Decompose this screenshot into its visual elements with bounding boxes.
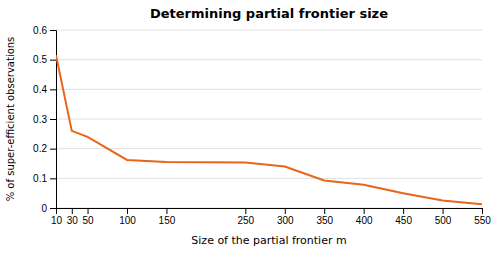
x-tick-label: 250 <box>237 215 254 226</box>
y-tick-label: 0.5 <box>33 54 47 65</box>
y-tick-mark <box>50 208 56 209</box>
x-tick-mark <box>72 208 73 214</box>
grid <box>56 30 482 208</box>
axis-domain <box>57 209 483 215</box>
y-tick-label: 0.4 <box>33 84 47 95</box>
title: Determining partial frontier size <box>150 6 388 21</box>
y-tick-label: 0.6 <box>33 25 47 36</box>
x-tick-mark <box>88 208 89 214</box>
y-tick-mark <box>50 178 56 179</box>
x-tick: 550 <box>474 208 491 226</box>
x-tick: 400 <box>356 208 373 226</box>
x-tick-label: 150 <box>159 215 176 226</box>
chart: 10 3050 100 150 250 300 350 400 450 500 550 0 0.1 0.2… <box>0 0 500 254</box>
x-tick: 50 <box>82 208 94 226</box>
x-tick-label: 50 <box>82 215 94 226</box>
x-axis: 10 3050 100 150 250 300 350 400 450 500 550 <box>51 208 491 226</box>
x-tick-label: 550 <box>474 215 491 226</box>
x-tick-mark <box>166 208 167 214</box>
y-axis: 0 0.1 0.2 0.3 0.4 0.5 0.6 <box>33 25 56 214</box>
y-tick-mark <box>50 149 56 150</box>
x-tick: 450 <box>395 208 412 226</box>
y-tick: 0.2 <box>33 143 56 154</box>
x-tick-mark <box>403 208 404 214</box>
grid-line <box>56 119 482 120</box>
x-tick-label: 450 <box>395 215 412 226</box>
x-tick-label: 500 <box>435 215 452 226</box>
x-tick-label: 300 <box>277 215 294 226</box>
x-tick-label: 100 <box>119 215 136 226</box>
line <box>56 55 482 204</box>
x-tick-mark <box>443 208 444 214</box>
y-tick-label: 0.2 <box>33 143 47 154</box>
x-tick: 250 <box>237 208 254 226</box>
y-tick: 0.4 <box>33 84 56 95</box>
grid-line <box>56 178 482 179</box>
axis-domain <box>50 31 57 209</box>
y-tick-mark <box>50 30 56 31</box>
x-tick: 500 <box>435 208 452 226</box>
x-tick-mark <box>324 208 325 214</box>
x-tick: 300 <box>277 208 294 226</box>
x-tick: 100 <box>119 208 136 226</box>
x-tick-mark <box>482 208 483 214</box>
plot-area: 10 3050 100 150 250 300 350 400 450 500 550 0 0.1 0.2… <box>33 25 491 226</box>
x-tick: 150 <box>159 208 176 226</box>
x-tick-label: 30 <box>67 215 79 226</box>
grid-line <box>56 89 482 90</box>
y-tick: 0.3 <box>33 114 56 125</box>
x-tick-label: 400 <box>356 215 373 226</box>
y-tick: 0.5 <box>33 54 56 65</box>
x-tick: 30 <box>67 208 79 226</box>
x-axis-title: Size of the partial frontier m <box>191 234 346 247</box>
x-tick-label: 350 <box>316 215 333 226</box>
y-tick: 0 <box>41 203 56 214</box>
y-axis-title: % of super-efficient observations <box>5 37 16 202</box>
x-tick-mark <box>127 208 128 214</box>
x-tick-mark <box>285 208 286 214</box>
y-tick-label: 0 <box>41 203 47 214</box>
x-tick-label: 10 <box>51 215 63 226</box>
marks <box>56 55 482 204</box>
x-tick: 350 <box>316 208 333 226</box>
grid-line <box>56 148 482 149</box>
grid-line <box>56 59 482 60</box>
x-tick-mark <box>245 208 246 214</box>
grid-line <box>56 30 482 31</box>
y-tick-label: 0.3 <box>33 114 47 125</box>
x-tick-mark <box>364 208 365 214</box>
y-tick-mark <box>50 89 56 90</box>
y-tick: 0.1 <box>33 173 56 184</box>
y-tick: 0.6 <box>33 25 56 36</box>
x-tick: 10 <box>51 208 63 226</box>
y-tick-label: 0.1 <box>33 173 47 184</box>
y-tick-mark <box>50 119 56 120</box>
y-tick-mark <box>50 60 56 61</box>
